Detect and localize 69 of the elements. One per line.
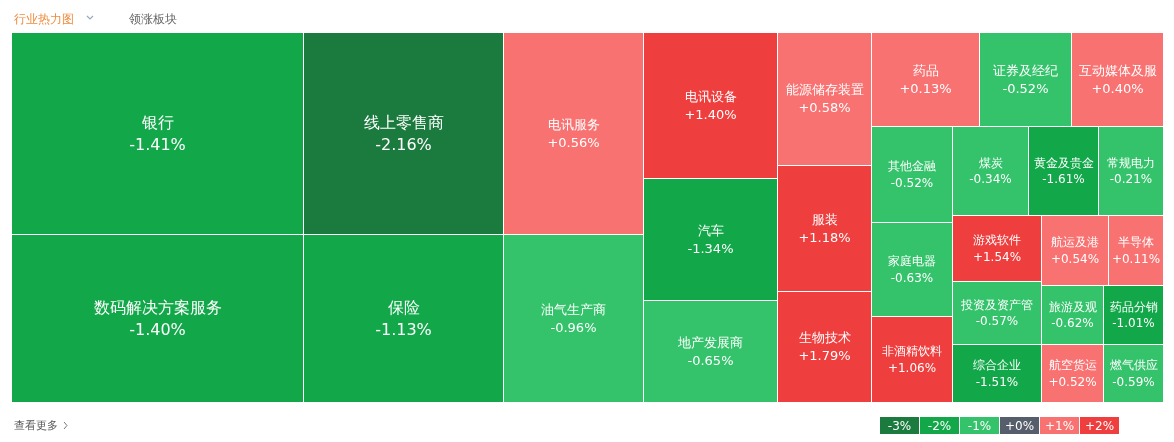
category-label: 投资及资产管 bbox=[961, 296, 1033, 313]
category-label: 半导体 bbox=[1118, 234, 1154, 251]
category-label: 互动媒体及服 bbox=[1078, 61, 1157, 80]
data-label: -1.01% bbox=[1112, 315, 1155, 332]
category-label: 保险 bbox=[387, 296, 420, 319]
data-label: -1.51% bbox=[975, 373, 1019, 390]
data-label: -0.52% bbox=[1002, 79, 1049, 98]
data-label: +2% bbox=[1080, 417, 1119, 434]
data-label: -0.63% bbox=[890, 269, 934, 286]
data-label: -1.34% bbox=[687, 239, 734, 258]
data-label: +0.13% bbox=[899, 79, 952, 98]
data-label: +0.52% bbox=[1048, 373, 1097, 390]
category-label: 家庭电器 bbox=[888, 253, 936, 270]
data-label: +1.79% bbox=[798, 347, 851, 365]
category-label: 油气生产商 bbox=[541, 300, 606, 319]
category-label: 游戏软件 bbox=[973, 232, 1021, 249]
category-label: 航空货运 bbox=[1048, 357, 1097, 374]
category-label: 数码解决方案服务 bbox=[93, 296, 222, 319]
data-label: -0.65% bbox=[687, 351, 734, 370]
data-label: -0.34% bbox=[969, 171, 1012, 188]
data-label: -0.57% bbox=[975, 313, 1019, 330]
category-label: 电讯服务 bbox=[547, 115, 600, 134]
data-label: -0.62% bbox=[1051, 315, 1094, 332]
data-label: -1.13% bbox=[375, 318, 432, 341]
data-label: +0% bbox=[1000, 417, 1039, 434]
category-label: 旅游及观 bbox=[1048, 298, 1097, 315]
data-label: -0.96% bbox=[550, 318, 597, 337]
data-label: -0.59% bbox=[1112, 373, 1155, 390]
category-label: 综合企业 bbox=[973, 357, 1021, 374]
data-label: -2% bbox=[920, 417, 959, 434]
category-label: 地产发展商 bbox=[678, 333, 743, 352]
category-label: 药品 bbox=[912, 61, 939, 80]
data-label: -0.52% bbox=[890, 174, 934, 191]
data-label: -1.41% bbox=[129, 133, 186, 156]
text: 领涨板块 bbox=[129, 11, 177, 28]
data-label: +1.18% bbox=[798, 228, 851, 247]
category-label: 电讯设备 bbox=[684, 87, 737, 106]
data-label: +1% bbox=[1040, 417, 1079, 434]
category-label: 汽车 bbox=[697, 221, 724, 240]
data-label: +0.40% bbox=[1091, 79, 1144, 98]
data-label: +1.40% bbox=[684, 105, 737, 124]
category-label: 煤炭 bbox=[978, 154, 1003, 171]
category-label: 生物技术 bbox=[798, 329, 851, 347]
data-label: +1.06% bbox=[887, 359, 937, 376]
category-label: 非酒精饮料 bbox=[882, 343, 942, 360]
data-label: +0.11% bbox=[1111, 250, 1161, 267]
data-label: -2.16% bbox=[375, 133, 432, 156]
data-label: +0.58% bbox=[798, 99, 851, 117]
data-label: -1.61% bbox=[1042, 171, 1085, 188]
data-label: +1.54% bbox=[972, 248, 1022, 265]
category-label: 燃气供应 bbox=[1109, 357, 1158, 374]
category-label: 服装 bbox=[811, 210, 838, 229]
category-label: 黄金及贵金 bbox=[1033, 154, 1094, 171]
category-label: 线上零售商 bbox=[363, 111, 444, 134]
category-label: 常规电力 bbox=[1107, 154, 1155, 171]
category-label: 证券及经纪 bbox=[993, 61, 1058, 80]
category-label: 能源储存装置 bbox=[785, 81, 864, 99]
category-label: 药品分销 bbox=[1109, 298, 1158, 315]
data-label: +0.56% bbox=[547, 133, 600, 152]
text: 查看更多 bbox=[14, 418, 58, 433]
data-label: -1.40% bbox=[129, 318, 186, 341]
data-label: -3% bbox=[880, 417, 919, 434]
category-label: 其他金融 bbox=[888, 158, 936, 175]
data-label: -1% bbox=[960, 417, 999, 434]
category-label: 银行 bbox=[141, 111, 174, 134]
category-label: 航运及港 bbox=[1051, 234, 1099, 251]
data-label: +0.54% bbox=[1050, 250, 1100, 267]
data-label: -0.21% bbox=[1109, 171, 1153, 188]
text: 行业热力图 bbox=[14, 11, 74, 28]
